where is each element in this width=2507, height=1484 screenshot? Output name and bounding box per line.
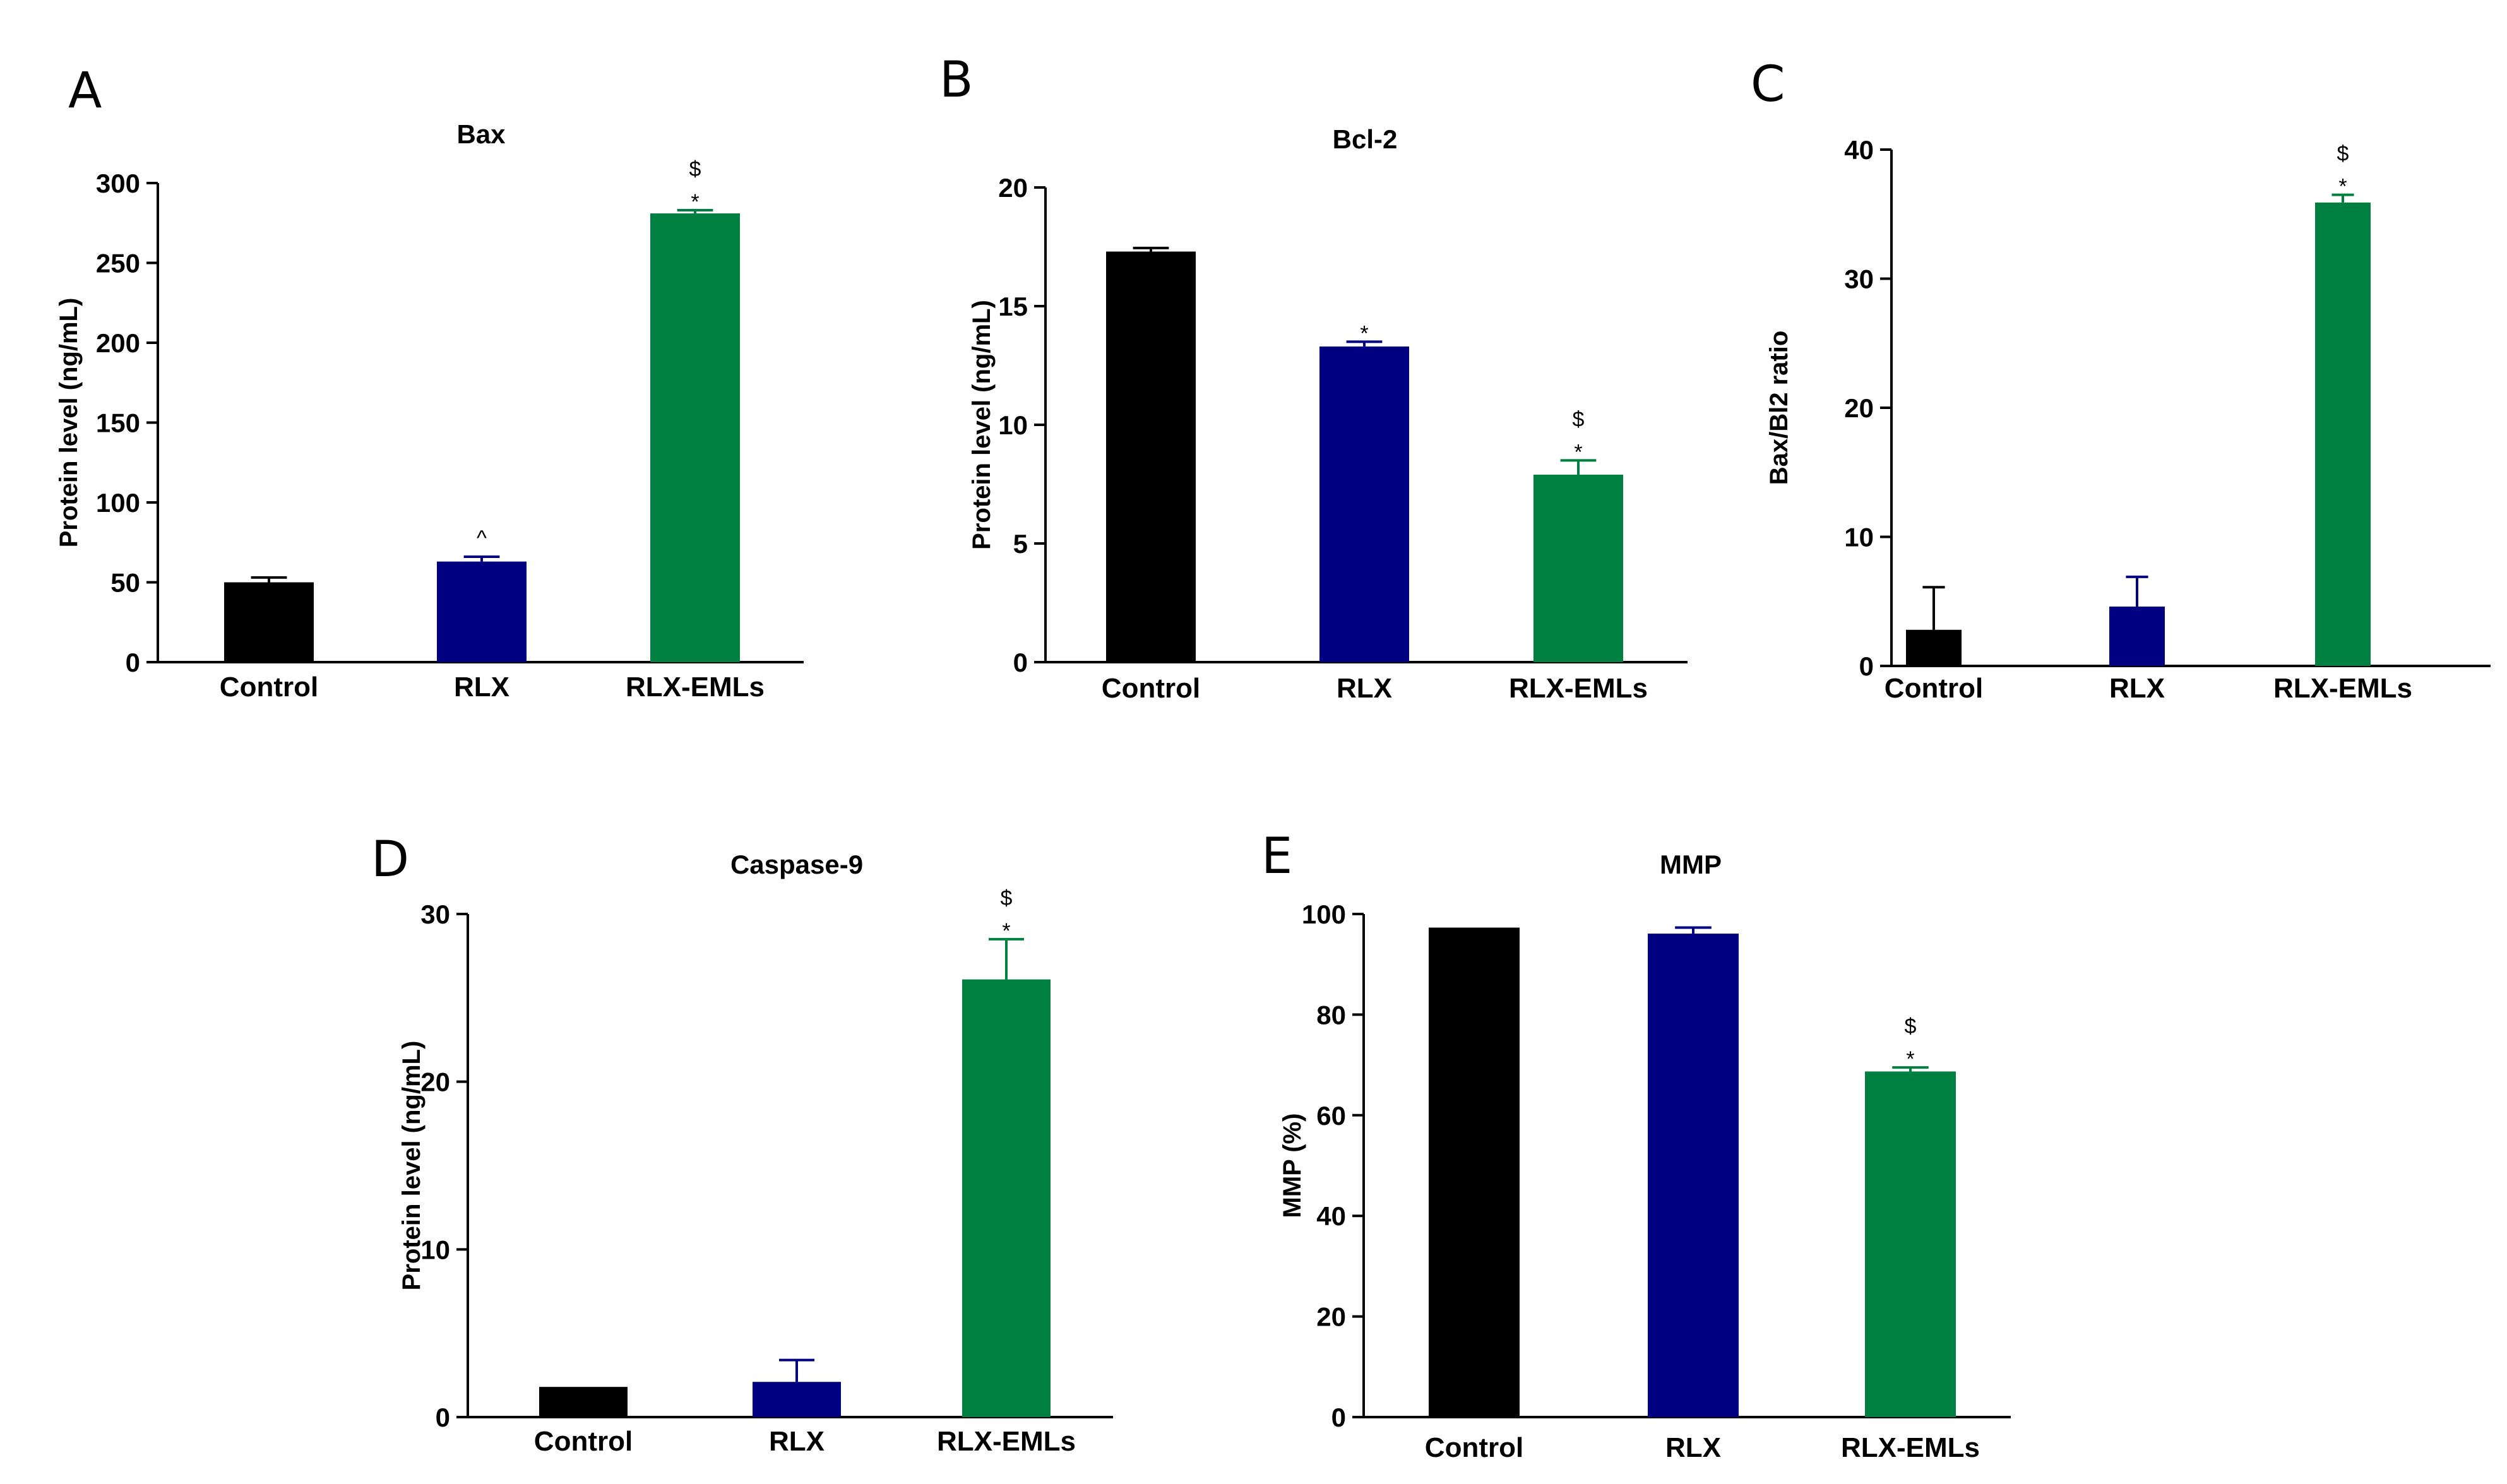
bar-rlx-emls [1865, 1071, 1956, 1417]
bar-rlx [1319, 346, 1409, 662]
y-tick-label: 100 [96, 488, 140, 518]
panel-e: E MMP MMP (%) 0 20 40 60 80 100 Control RLX * $ RLX-E… [1261, 828, 2011, 1463]
y-tick-label: 5 [1013, 529, 1028, 559]
y-tick-label: 250 [96, 249, 140, 278]
significance-mark: $ [1573, 407, 1585, 431]
significance-mark: $ [2337, 142, 2349, 166]
y-tick-label: 40 [1316, 1201, 1346, 1231]
y-tick-label: 30 [1844, 264, 1874, 294]
y-tick-label: 100 [1302, 899, 1346, 929]
y-tick-label: 20 [420, 1067, 450, 1097]
category-label: RLX [769, 1426, 825, 1457]
y-tick-label: 20 [1844, 393, 1874, 423]
panel-letter: B [939, 52, 974, 109]
panel-letter: C [1751, 56, 1785, 113]
significance-mark: $ [689, 157, 701, 181]
significance-mark: * [691, 190, 699, 214]
bar-rlx [437, 561, 527, 662]
y-axis-label: Protein level (ng/mL) [55, 298, 83, 548]
bar-rlx [1648, 934, 1739, 1417]
bar-rlx-emls [650, 213, 740, 662]
y-tick-label: 20 [1316, 1302, 1346, 1332]
bar-rlx-emls [2315, 202, 2371, 667]
y-tick-label: 10 [420, 1235, 450, 1264]
y-tick-label: 40 [1844, 135, 1874, 165]
y-axis-label: Protein level (ng/mL) [968, 300, 996, 550]
significance-mark: * [2338, 175, 2347, 199]
bar-control [224, 582, 314, 662]
y-tick-label: 80 [1316, 1000, 1346, 1030]
chart-title: Caspase-9 [730, 850, 863, 879]
y-axis-label: MMP (%) [1278, 1113, 1306, 1218]
chart-title: MMP [1660, 850, 1722, 879]
significance-mark: ^ [477, 526, 487, 550]
significance-mark: $ [1001, 886, 1013, 910]
significance-mark: * [1906, 1047, 1914, 1071]
y-axis-label: Protein level (ng/mL) [398, 1041, 426, 1291]
category-label: RLX [454, 672, 509, 703]
y-tick-label: 300 [96, 169, 140, 198]
category-label: Control [1102, 673, 1200, 704]
bar-rlx [2109, 606, 2165, 666]
chart-title: Bax [456, 119, 506, 149]
category-label: RLX [1665, 1432, 1721, 1463]
y-tick-label: 150 [96, 408, 140, 438]
chart-title: Bcl-2 [1333, 124, 1398, 154]
panel-c: C Bax/Bl2 ratio 0 10 20 30 40 Control RLX * $ RLX-E… [1751, 56, 2491, 704]
panel-letter: E [1261, 828, 1292, 885]
category-label: RLX [2109, 673, 2165, 704]
significance-mark: $ [1905, 1014, 1917, 1038]
y-tick-label: 50 [110, 568, 140, 598]
panel-a: A Bax Protein level (ng/mL) 0 50 100 150 200 250… [55, 62, 804, 703]
bar-rlx-emls [1533, 474, 1623, 662]
bar-control [1429, 927, 1520, 1417]
y-tick-label: 60 [1316, 1101, 1346, 1131]
y-tick-label: 10 [1844, 523, 1874, 552]
panel-letter: A [68, 62, 102, 119]
y-tick-label: 15 [998, 292, 1028, 321]
category-label: RLX-EMLs [937, 1426, 1076, 1457]
category-label: RLX-EMLs [2273, 673, 2412, 704]
category-label: RLX [1337, 673, 1392, 704]
bar-control [1906, 629, 1962, 666]
panel-b: B Bcl-2 Protein level (ng/mL) 0 5 10 15 20 Contr… [939, 52, 1688, 704]
category-label: Control [220, 672, 318, 703]
significance-mark: * [1002, 919, 1010, 943]
y-tick-label: 200 [96, 328, 140, 358]
y-tick-label: 0 [1013, 648, 1028, 677]
y-tick-label: 30 [420, 899, 450, 929]
bar-rlx [753, 1382, 841, 1417]
significance-mark: * [1360, 321, 1368, 345]
category-label: RLX-EMLs [1841, 1432, 1980, 1463]
y-tick-label: 10 [998, 410, 1028, 440]
panel-d: D Caspase-9 Protein level (ng/mL) 0 10 20 30 Co… [371, 831, 1113, 1457]
y-axis-label: Bax/Bl2 ratio [1765, 331, 1793, 485]
y-tick-label: 0 [1859, 651, 1874, 681]
y-tick-label: 0 [126, 648, 140, 677]
category-label: Control [1885, 673, 1983, 704]
category-label: RLX-EMLs [626, 672, 765, 703]
significance-mark: * [1574, 440, 1582, 464]
y-tick-label: 20 [998, 173, 1028, 203]
category-label: Control [534, 1426, 633, 1457]
bar-control [1106, 251, 1196, 662]
y-tick-label: 0 [436, 1403, 450, 1432]
bar-control [539, 1387, 628, 1417]
y-tick-label: 0 [1331, 1403, 1346, 1432]
panel-letter: D [371, 831, 409, 888]
category-label: Control [1425, 1432, 1523, 1463]
bar-rlx-emls [962, 979, 1051, 1417]
category-label: RLX-EMLs [1509, 673, 1648, 704]
